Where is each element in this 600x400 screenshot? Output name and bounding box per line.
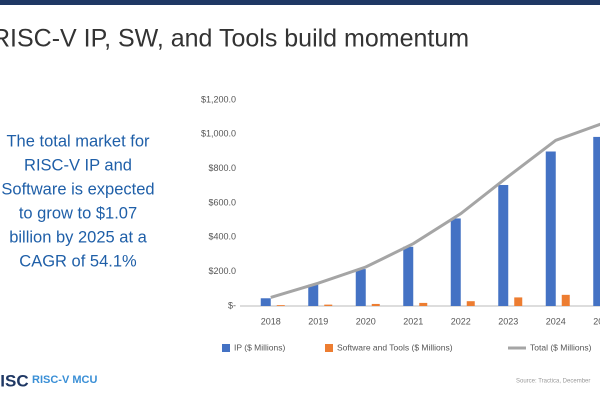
source: Source: Tractica, December (516, 379, 590, 385)
body-line: billion by 2025 at a (9, 228, 147, 246)
bar (466, 301, 475, 306)
y-tick-label: $1,200.0 (201, 94, 236, 104)
bar (561, 294, 570, 306)
body-line: RISC-V IP and (24, 156, 132, 174)
y-tick-label: $200.0 (208, 266, 236, 276)
bar (498, 184, 509, 306)
bar (371, 303, 380, 306)
bar (514, 297, 523, 306)
y-tick-label: $1,000.0 (201, 129, 236, 139)
x-tick-label: 2024 (546, 316, 566, 326)
bar (276, 305, 285, 306)
x-tick-label: 2023 (498, 316, 518, 326)
bar (324, 304, 333, 306)
bar (260, 298, 271, 306)
bar (403, 246, 414, 306)
brand: RISC-V MCU (32, 374, 97, 386)
body-line: The total market for (6, 132, 150, 150)
y-tick-label: $400.0 (208, 232, 236, 242)
x-tick-label: 2025 (593, 316, 600, 326)
bar (593, 136, 600, 306)
legend-label: IP ($ Millions) (234, 342, 285, 352)
legend-swatch (222, 344, 230, 352)
bar (450, 218, 461, 306)
x-tick-label: 2021 (403, 316, 423, 326)
bar (545, 151, 556, 306)
logo: RISC (0, 371, 29, 390)
bar (355, 269, 366, 306)
slide-title: RISC-V IP, SW, and Tools build momentum (0, 25, 469, 53)
bar (419, 302, 428, 306)
legend-label: Software and Tools ($ Millions) (337, 342, 453, 352)
bar (308, 284, 319, 306)
y-tick-label: $800.0 (208, 163, 236, 173)
x-tick-label: 2020 (356, 316, 376, 326)
y-tick-label: $600.0 (208, 197, 236, 207)
legend-label: Total ($ Millions) (530, 342, 592, 352)
x-tick-label: 2019 (308, 316, 328, 326)
top-bar (0, 0, 600, 5)
body-line: CAGR of 54.1% (19, 252, 137, 270)
body-line: Software is expected (1, 180, 154, 198)
x-tick-label: 2022 (451, 316, 471, 326)
y-tick-label: $- (228, 300, 236, 310)
body-line: to grow to $1.07 (19, 204, 137, 222)
x-tick-label: 2018 (261, 316, 281, 326)
line (270, 122, 600, 299)
legend-swatch (325, 344, 333, 352)
